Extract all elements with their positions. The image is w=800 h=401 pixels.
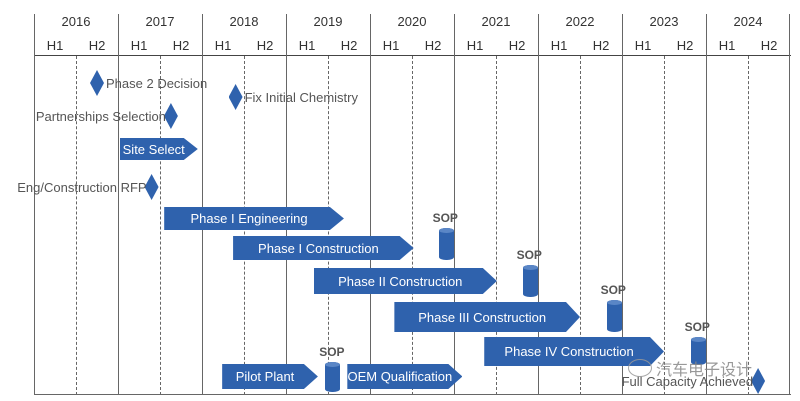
sop-cylinder [690,337,706,365]
half-label: H1 [298,38,316,53]
year-label: 2017 [145,14,175,29]
year-gridline [34,14,35,395]
half-year-gridline [496,56,497,395]
milestone-diamond [163,103,178,129]
right-border [789,14,790,395]
year-gridline [622,14,623,395]
half-label: H2 [340,38,358,53]
year-gridline [202,14,203,395]
half-label: H2 [256,38,274,53]
half-year-gridline [160,56,161,395]
half-label: H2 [592,38,610,53]
task-bar: Phase II Construction [314,268,497,294]
half-label: H1 [718,38,736,53]
task-bar: OEM Qualification [347,364,462,389]
sop-label: SOP [516,248,542,262]
milestone-label: Phase 2 Decision [106,76,208,91]
year-label: 2023 [649,14,679,29]
milestone-label: Fix Initial Chemistry [244,90,359,105]
half-label: H1 [382,38,400,53]
sop-label: SOP [684,320,710,334]
year-label: 2019 [313,14,343,29]
year-label: 2016 [61,14,91,29]
sop-cylinder [325,362,341,392]
wechat-icon [628,359,652,377]
task-bar: Phase I Engineering [164,207,344,230]
half-year-gridline [412,56,413,395]
year-label: 2022 [565,14,595,29]
sop-label: SOP [432,211,458,225]
milestone-label: Full Capacity Achieved [621,374,754,389]
half-label: H2 [676,38,694,53]
sop-label: SOP [600,283,626,297]
milestone-diamond [751,368,766,394]
task-bar: Pilot Plant [222,364,318,389]
task-bar: Phase III Construction [394,302,580,332]
sop-cylinder [606,300,622,332]
milestone-label: Eng/Construction RFP [17,180,147,195]
year-gridline [286,14,287,395]
year-gridline [706,14,707,395]
sop-cylinder [522,265,538,297]
year-gridline [370,14,371,395]
half-label: H1 [214,38,232,53]
milestone-diamond [144,174,159,200]
half-label: H1 [634,38,652,53]
milestone-label: Partnerships Selection [35,109,166,124]
sop-label: SOP [319,345,345,359]
watermark-text: 汽车电子设计 [656,362,753,379]
half-label: H2 [88,38,106,53]
watermark: 汽车电子设计 [628,356,752,380]
half-year-gridline [580,56,581,395]
half-label: H2 [424,38,442,53]
year-label: 2021 [481,14,511,29]
header-divider [34,55,791,56]
task-bar: Phase I Construction [233,236,414,260]
year-gridline [118,14,119,395]
milestone-diamond [228,84,243,110]
half-label: H1 [46,38,64,53]
year-label: 2020 [397,14,427,29]
task-bar: Phase IV Construction [484,337,664,366]
half-year-gridline [748,56,749,395]
year-gridline [454,14,455,395]
half-year-gridline [664,56,665,395]
milestone-diamond [90,70,104,96]
half-label: H1 [466,38,484,53]
half-label: H2 [508,38,526,53]
sop-cylinder [438,228,454,260]
half-year-gridline [76,56,77,395]
half-label: H1 [550,38,568,53]
half-label: H2 [172,38,190,53]
half-label: H1 [130,38,148,53]
year-label: 2018 [229,14,259,29]
half-label: H2 [760,38,778,53]
year-label: 2024 [733,14,763,29]
task-bar: Site Select [120,138,198,160]
year-gridline [538,14,539,395]
